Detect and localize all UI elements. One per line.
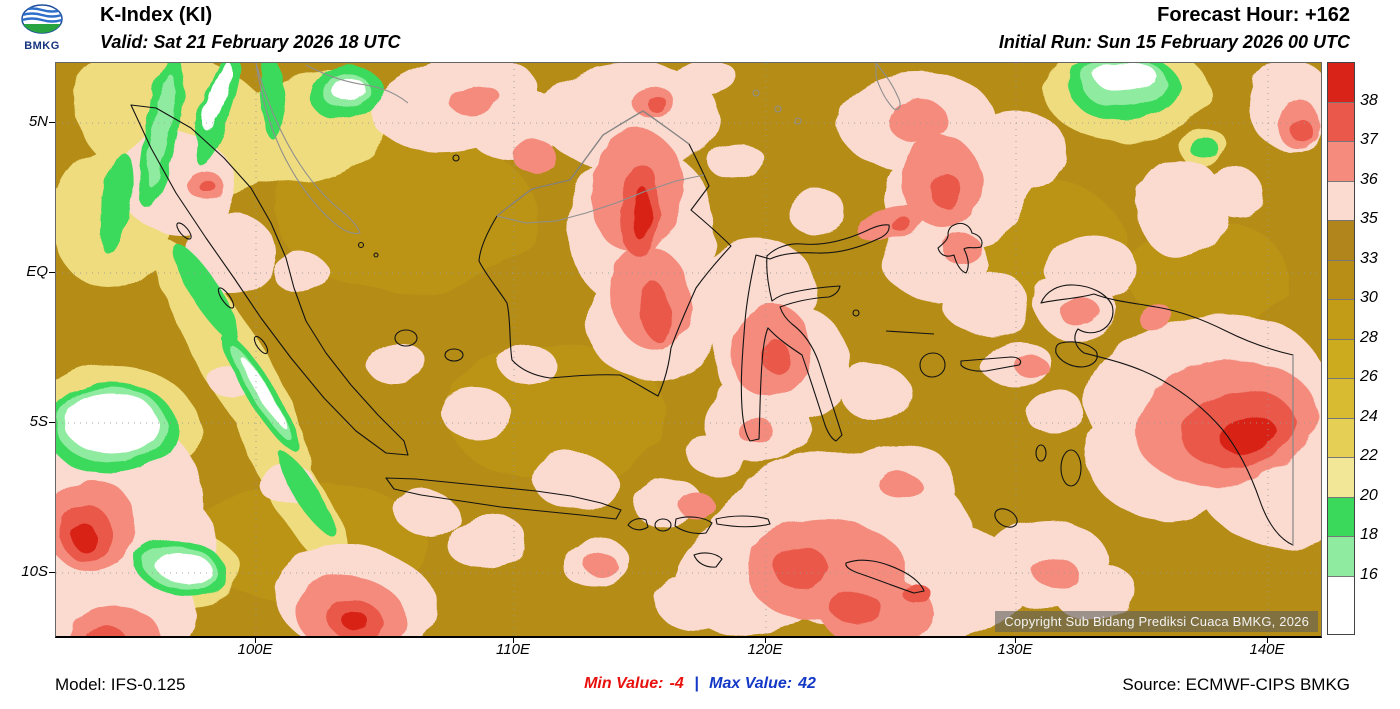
- header: BMKG K-Index (KI) Valid: Sat 21 February…: [0, 0, 1400, 60]
- map-svg: [56, 63, 1321, 636]
- colorbar-segment: [1328, 497, 1354, 537]
- colorbar-segment: [1328, 576, 1354, 634]
- bmkg-logo: BMKG: [12, 3, 72, 52]
- initial-run: Initial Run: Sun 15 February 2026 00 UTC: [998, 32, 1350, 52]
- lon-tick-label: 110E: [496, 641, 530, 658]
- lat-tick-label: 5N: [28, 113, 48, 130]
- forecast-hour: Forecast Hour: +162: [1157, 4, 1350, 26]
- colorbar-label: 22: [1360, 447, 1378, 464]
- min-value: -4: [669, 675, 684, 692]
- minmax-separator: |: [694, 675, 699, 692]
- colorbar-labels: 38 37 36 35 33 30 28 26 24 22 20 18 16: [1360, 62, 1398, 635]
- colorbar-label: 16: [1360, 565, 1378, 583]
- colorbar-segment: [1328, 300, 1354, 340]
- colorbar-label: 35: [1360, 210, 1378, 227]
- valid-time: Valid: Sat 21 February 2026 18 UTC: [100, 32, 401, 52]
- colorbar-segment: [1328, 458, 1354, 498]
- model-label: Model: IFS-0.125: [55, 675, 186, 694]
- colorbar-label: 33: [1360, 249, 1378, 267]
- colorbar-label: 38: [1360, 91, 1378, 109]
- bmkg-logo-text: BMKG: [24, 40, 60, 52]
- colorbar-label: 36: [1360, 170, 1378, 188]
- colorbar-segment: [1328, 142, 1354, 182]
- colorbar-segment: [1328, 181, 1354, 221]
- colorbar-label: 37: [1360, 131, 1378, 148]
- lat-tick-label: EQ: [26, 263, 48, 280]
- lon-tick-label: 130E: [997, 641, 1033, 658]
- max-value: 42: [798, 675, 816, 692]
- colorbar-label: 28: [1360, 328, 1378, 346]
- minmax-line: Min Value: -4 | Max Value: 42: [0, 675, 1400, 693]
- lon-tick-label: 100E: [237, 641, 273, 658]
- lon-tick-label: 140E: [1249, 641, 1285, 658]
- colorbar-label: 24: [1360, 407, 1378, 425]
- colorbar-segment: [1328, 379, 1354, 419]
- colorbar-segment: [1328, 418, 1354, 458]
- bmkg-logo-icon: [21, 4, 63, 34]
- colorbar-segment: [1328, 63, 1354, 103]
- colorbar: [1327, 62, 1355, 635]
- lat-tick-label: 5S: [29, 413, 48, 430]
- page-title: K-Index (KI): [100, 4, 213, 26]
- footer: Model: IFS-0.125 Min Value: -4 | Max Valu…: [0, 673, 1400, 703]
- max-value-label: Max Value:: [709, 675, 793, 692]
- lon-tick-label: 120E: [747, 641, 783, 658]
- map-canvas: Copyright Sub Bidang Prediksi Cuaca BMKG…: [55, 62, 1322, 638]
- min-value-label: Min Value:: [584, 675, 664, 692]
- colorbar-segment: [1328, 260, 1354, 300]
- copyright-note: Copyright Sub Bidang Prediksi Cuaca BMKG…: [995, 611, 1318, 632]
- colorbar-label: 26: [1360, 368, 1378, 385]
- colorbar-segment: [1328, 102, 1354, 142]
- colorbar-label: 30: [1360, 289, 1378, 306]
- colorbar-segment: [1328, 537, 1354, 577]
- colorbar-label: 20: [1360, 486, 1378, 504]
- source-label: Source: ECMWF-CIPS BMKG: [1122, 675, 1350, 694]
- colorbar-segment: [1328, 221, 1354, 261]
- colorbar-label: 18: [1360, 526, 1378, 543]
- lat-tick-label: 10S: [21, 563, 48, 580]
- colorbar-segment: [1328, 339, 1354, 379]
